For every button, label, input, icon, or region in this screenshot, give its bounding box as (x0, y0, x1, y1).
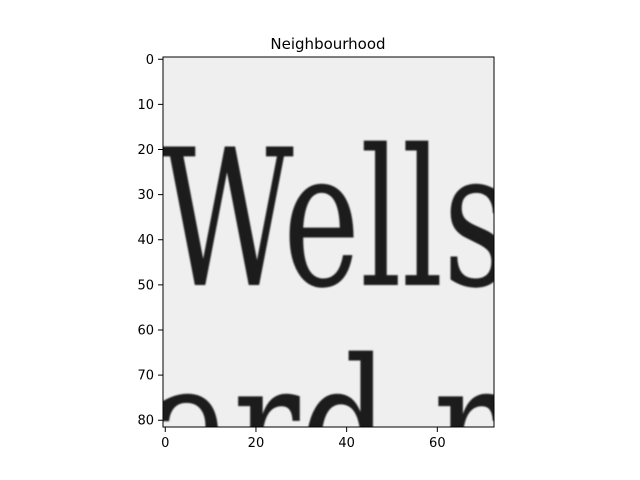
y-tick-label: 60 (137, 323, 154, 338)
y-tick-label: 20 (137, 143, 154, 158)
x-axis: 0 20 40 60 (161, 427, 446, 451)
x-tick-label: 0 (161, 436, 169, 451)
y-tick-label: 0 (146, 53, 154, 68)
image-text-line-2: ard r (150, 319, 500, 480)
heatmap-image: Wells ard r (150, 57, 510, 480)
x-tick-label: 40 (338, 436, 355, 451)
chart-title: Neighbourhood (270, 35, 385, 53)
y-tick-label: 30 (137, 188, 154, 203)
axes-frame (162, 56, 495, 428)
y-tick-label: 70 (137, 369, 154, 384)
x-tick-label: 60 (429, 436, 446, 451)
y-tick-label: 10 (137, 98, 154, 113)
paper-texture (163, 57, 494, 427)
image-text-line-1: Wells (160, 109, 510, 330)
y-tick-label: 50 (137, 278, 154, 293)
y-tick-label: 40 (137, 233, 154, 248)
y-axis: 0 10 20 30 40 50 60 70 80 (137, 53, 163, 429)
y-tick-label: 80 (137, 414, 154, 429)
x-tick-label: 20 (248, 436, 265, 451)
